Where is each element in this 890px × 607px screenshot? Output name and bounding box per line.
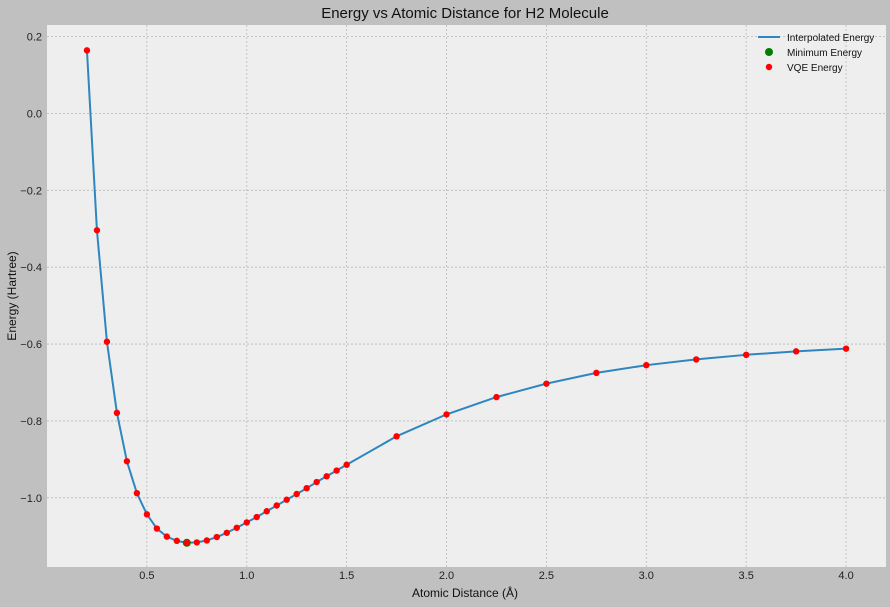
vqe-energy-point [693,356,700,363]
y-axis-label: Energy (Hartree) [5,251,19,340]
x-axis-ticks: 0.5 1.0 1.5 2.0 2.5 3.0 3.5 4.0 [139,570,853,582]
vqe-energy-point [293,490,300,498]
legend-item: Interpolated Energy [758,33,874,44]
y-tick-label: −0.6 [20,339,42,351]
x-axis-label: Atomic Distance (Å) [412,585,518,600]
vqe-energy-point [842,345,850,352]
x-tick-label: 3.5 [739,570,754,582]
x-tick-label: 3.0 [639,570,654,582]
vqe-energy-point [443,411,450,418]
vqe-energy-point [333,467,340,474]
y-tick-label: 0.0 [27,108,42,120]
vqe-energy-point [223,529,230,536]
vqe-energy-point [393,433,400,440]
vqe-energy-point [163,533,171,540]
vqe-energy-point [493,393,500,401]
vqe-energy-point [742,351,750,359]
vqe-energy-point [123,458,131,465]
vqe-energy-point [233,524,240,531]
x-tick-label: 1.5 [339,570,354,582]
legend-label: Interpolated Energy [787,33,874,44]
points-layer [83,47,850,547]
vqe-energy-point [153,525,161,532]
vqe-energy-point [593,369,600,377]
vqe-energy-point [193,539,201,546]
vqe-energy-point [133,489,141,497]
chart-title: Energy vs Atomic Distance for H2 Molecul… [321,5,609,22]
vqe-energy-point [283,496,290,503]
x-tick-label: 1.0 [239,570,254,582]
vqe-energy-point [273,502,280,509]
legend-marker-swatch [765,48,773,56]
legend-label: Minimum Energy [787,48,862,59]
vqe-energy-point [93,227,101,234]
legend: Interpolated Energy Minimum Energy VQE Ene… [758,33,874,74]
vqe-energy-point [543,380,550,387]
y-tick-label: −0.2 [20,185,42,197]
vqe-energy-point [343,461,350,468]
y-tick-label: 0.2 [27,32,42,44]
y-tick-label: −0.8 [20,416,42,428]
vqe-energy-point [213,533,220,541]
vqe-energy-point [792,348,800,355]
x-tick-label: 2.5 [539,570,554,582]
legend-item: Minimum Energy [765,48,862,59]
vqe-energy-point [643,361,650,369]
vqe-energy-point [303,484,310,492]
x-tick-label: 2.0 [439,570,454,582]
y-tick-label: −1.0 [20,493,42,505]
x-tick-label: 0.5 [139,570,154,582]
vqe-energy-point [253,513,260,521]
plot-area [47,25,886,567]
vqe-energy-point [113,409,121,417]
vqe-energy-point [143,511,151,518]
vqe-energy-point [173,537,181,545]
vqe-energy-point [263,508,270,515]
y-tick-label: −0.4 [20,262,42,274]
legend-marker-swatch [765,63,773,71]
vqe-energy-point [83,47,91,54]
vqe-energy-point [323,473,330,480]
x-tick-label: 4.0 [838,570,853,582]
vqe-energy-point [243,519,250,526]
y-axis-ticks: 0.2 0.0 −0.2 −0.4 −0.6 −0.8 −1.0 [20,32,42,505]
vqe-energy-point [203,537,211,544]
vqe-energy-point [103,338,111,345]
vqe-energy-point [313,478,320,486]
legend-label: VQE Energy [787,63,843,74]
vqe-energy-point [183,539,191,546]
legend-item: VQE Energy [765,63,843,74]
